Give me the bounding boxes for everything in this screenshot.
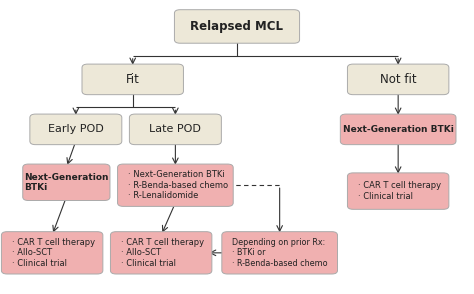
FancyBboxPatch shape — [82, 64, 183, 95]
FancyBboxPatch shape — [347, 173, 449, 209]
FancyBboxPatch shape — [129, 114, 221, 145]
FancyBboxPatch shape — [347, 64, 449, 95]
FancyBboxPatch shape — [110, 232, 212, 274]
FancyBboxPatch shape — [222, 232, 337, 274]
FancyBboxPatch shape — [23, 164, 110, 201]
FancyBboxPatch shape — [118, 164, 233, 206]
FancyBboxPatch shape — [174, 10, 300, 43]
Text: Late POD: Late POD — [149, 124, 201, 134]
Text: Relapsed MCL: Relapsed MCL — [191, 20, 283, 33]
FancyBboxPatch shape — [30, 114, 122, 145]
Text: · CAR T cell therapy
· Allo-SCT
· Clinical trial: · CAR T cell therapy · Allo-SCT · Clinic… — [12, 238, 95, 268]
Text: Not fit: Not fit — [380, 73, 417, 86]
Text: Early POD: Early POD — [48, 124, 104, 134]
Text: · CAR T cell therapy
· Allo-SCT
· Clinical trial: · CAR T cell therapy · Allo-SCT · Clinic… — [121, 238, 204, 268]
Text: · CAR T cell therapy
· Clinical trial: · CAR T cell therapy · Clinical trial — [358, 181, 441, 201]
Text: Next-Generation
BTKi: Next-Generation BTKi — [24, 173, 109, 192]
FancyBboxPatch shape — [1, 232, 103, 274]
Text: Fit: Fit — [126, 73, 140, 86]
Text: · Next-Generation BTKi
· R-Benda-based chemo
· R-Lenalidomide: · Next-Generation BTKi · R-Benda-based c… — [128, 170, 228, 200]
Text: Next-Generation BTKi: Next-Generation BTKi — [343, 125, 454, 134]
Text: Depending on prior Rx:
· BTKi or
· R-Benda-based chemo: Depending on prior Rx: · BTKi or · R-Ben… — [232, 238, 328, 268]
FancyBboxPatch shape — [340, 114, 456, 145]
